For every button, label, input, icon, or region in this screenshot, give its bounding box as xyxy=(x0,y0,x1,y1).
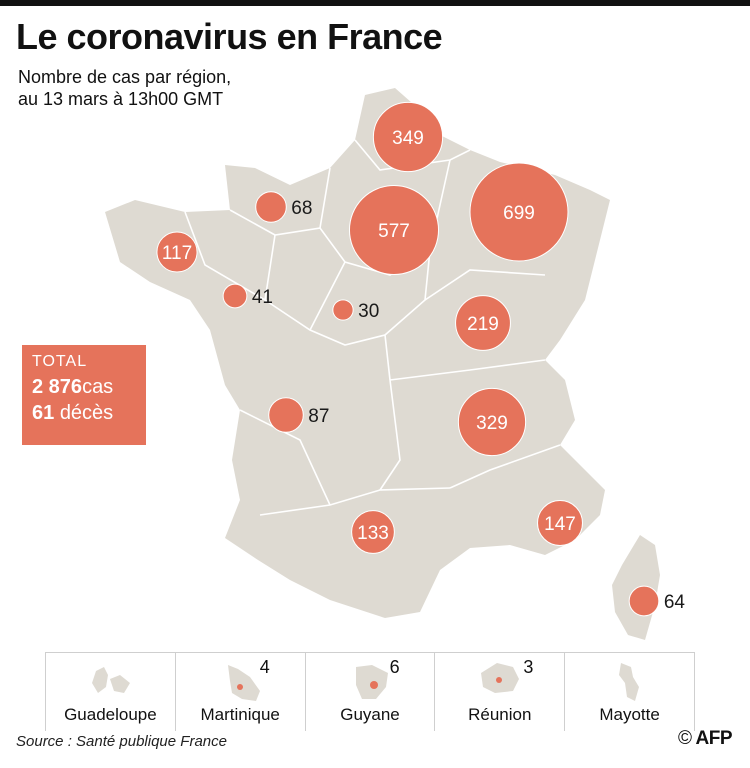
bubble-centre-val-de-loire xyxy=(332,299,354,321)
cases-label-bourgogne-franche-comte: 219 xyxy=(467,314,499,335)
bubble-auvergne-rhone-alpes xyxy=(457,387,527,457)
total-deaths: 61 décès xyxy=(32,400,136,426)
region-borders xyxy=(184,139,561,516)
total-deaths-value: 61 xyxy=(32,402,55,424)
bubble-corse xyxy=(628,585,660,617)
martinique-shape xyxy=(227,665,260,701)
top-rule xyxy=(0,0,750,6)
source-note: Source : Santé publique France xyxy=(16,733,227,750)
cases-label-provence-alpes-cote-d-azur: 147 xyxy=(544,514,576,535)
bubble-hauts-de-france xyxy=(372,101,444,173)
cases-label-nouvelle-aquitaine: 87 xyxy=(308,406,329,427)
credit: © AFP xyxy=(678,728,732,750)
chart-subtitle: Nombre de cas par région, au 13 mars à 1… xyxy=(18,66,338,110)
bubble-pays-de-la-loire xyxy=(222,283,248,309)
chart-title: Le coronavirus en France xyxy=(16,16,443,57)
cases-label-corse: 64 xyxy=(664,592,686,613)
territory-name: Martinique xyxy=(200,705,280,724)
cases-label-auvergne-rhone-alpes: 329 xyxy=(476,413,508,434)
territory-name: Réunion xyxy=(468,705,532,724)
bubble-provence-alpes-cote-d-azur xyxy=(537,500,583,546)
reunion-shape xyxy=(481,663,520,693)
reunion-bubble xyxy=(496,677,503,683)
martinique-bubble xyxy=(236,684,243,690)
bubble-bourgogne-franche-comte xyxy=(455,295,511,351)
territory-cases: 4 xyxy=(259,657,270,677)
territory-name: Mayotte xyxy=(599,705,660,724)
total-box: TOTAL 2 876cas 61 décès xyxy=(22,345,146,445)
bubble-occitanie xyxy=(351,510,395,554)
bubble-ile-de-france xyxy=(348,184,440,276)
guadeloupe-shape xyxy=(92,667,130,693)
total-cases-value: 2 876 xyxy=(32,376,83,398)
territory-cases: 3 xyxy=(523,657,534,677)
cases-label-normandie: 68 xyxy=(291,198,312,219)
total-label: TOTAL xyxy=(32,353,88,370)
territory-guadeloupe: Guadeloupe xyxy=(45,653,175,731)
territory-reunion: 3 Réunion xyxy=(434,653,564,731)
bubble-bretagne xyxy=(156,231,198,273)
total-deaths-unit: décès xyxy=(59,402,114,424)
total-cases: 2 876cas xyxy=(32,374,136,400)
cases-label-centre-val-de-loire: 30 xyxy=(358,301,379,322)
territory-martinique: 4 Martinique xyxy=(174,653,305,731)
region-bubbles: 349 68 577 699 117 41 30 219 87 329 133 147 64 xyxy=(156,101,686,617)
territory-cases: 6 xyxy=(389,657,400,677)
bubble-nouvelle-aquitaine xyxy=(268,397,304,433)
cases-label-occitanie: 133 xyxy=(357,523,389,544)
cases-label-bretagne: 117 xyxy=(162,243,192,264)
afp-logo: AFP xyxy=(695,728,733,749)
cases-label-ile-de-france: 577 xyxy=(378,221,410,242)
territory-name: Guyane xyxy=(340,705,400,724)
overseas-territories: Guadeloupe 4 Martinique 6 Guyane 3 Réuni… xyxy=(45,652,695,731)
bubble-grand-est xyxy=(469,162,569,262)
subtitle-line-1: Nombre de cas par région, xyxy=(18,67,232,87)
territory-mayotte: Mayotte xyxy=(564,653,695,731)
bubble-normandie xyxy=(255,191,287,223)
territory-guyane: 6 Guyane xyxy=(304,653,435,731)
territory-name: Guadeloupe xyxy=(64,705,157,724)
cases-label-pays-de-la-loire: 41 xyxy=(252,287,273,308)
guyane-bubble xyxy=(369,681,378,689)
cases-label-hauts-de-france: 349 xyxy=(392,128,424,149)
total-cases-unit: cas xyxy=(82,376,114,398)
mayotte-shape xyxy=(619,663,640,701)
guyane-shape xyxy=(355,665,388,699)
subtitle-line-2: au 13 mars à 13h00 GMT xyxy=(18,89,224,109)
copyright-symbol: © xyxy=(678,728,692,749)
cases-label-grand-est: 699 xyxy=(503,203,535,224)
